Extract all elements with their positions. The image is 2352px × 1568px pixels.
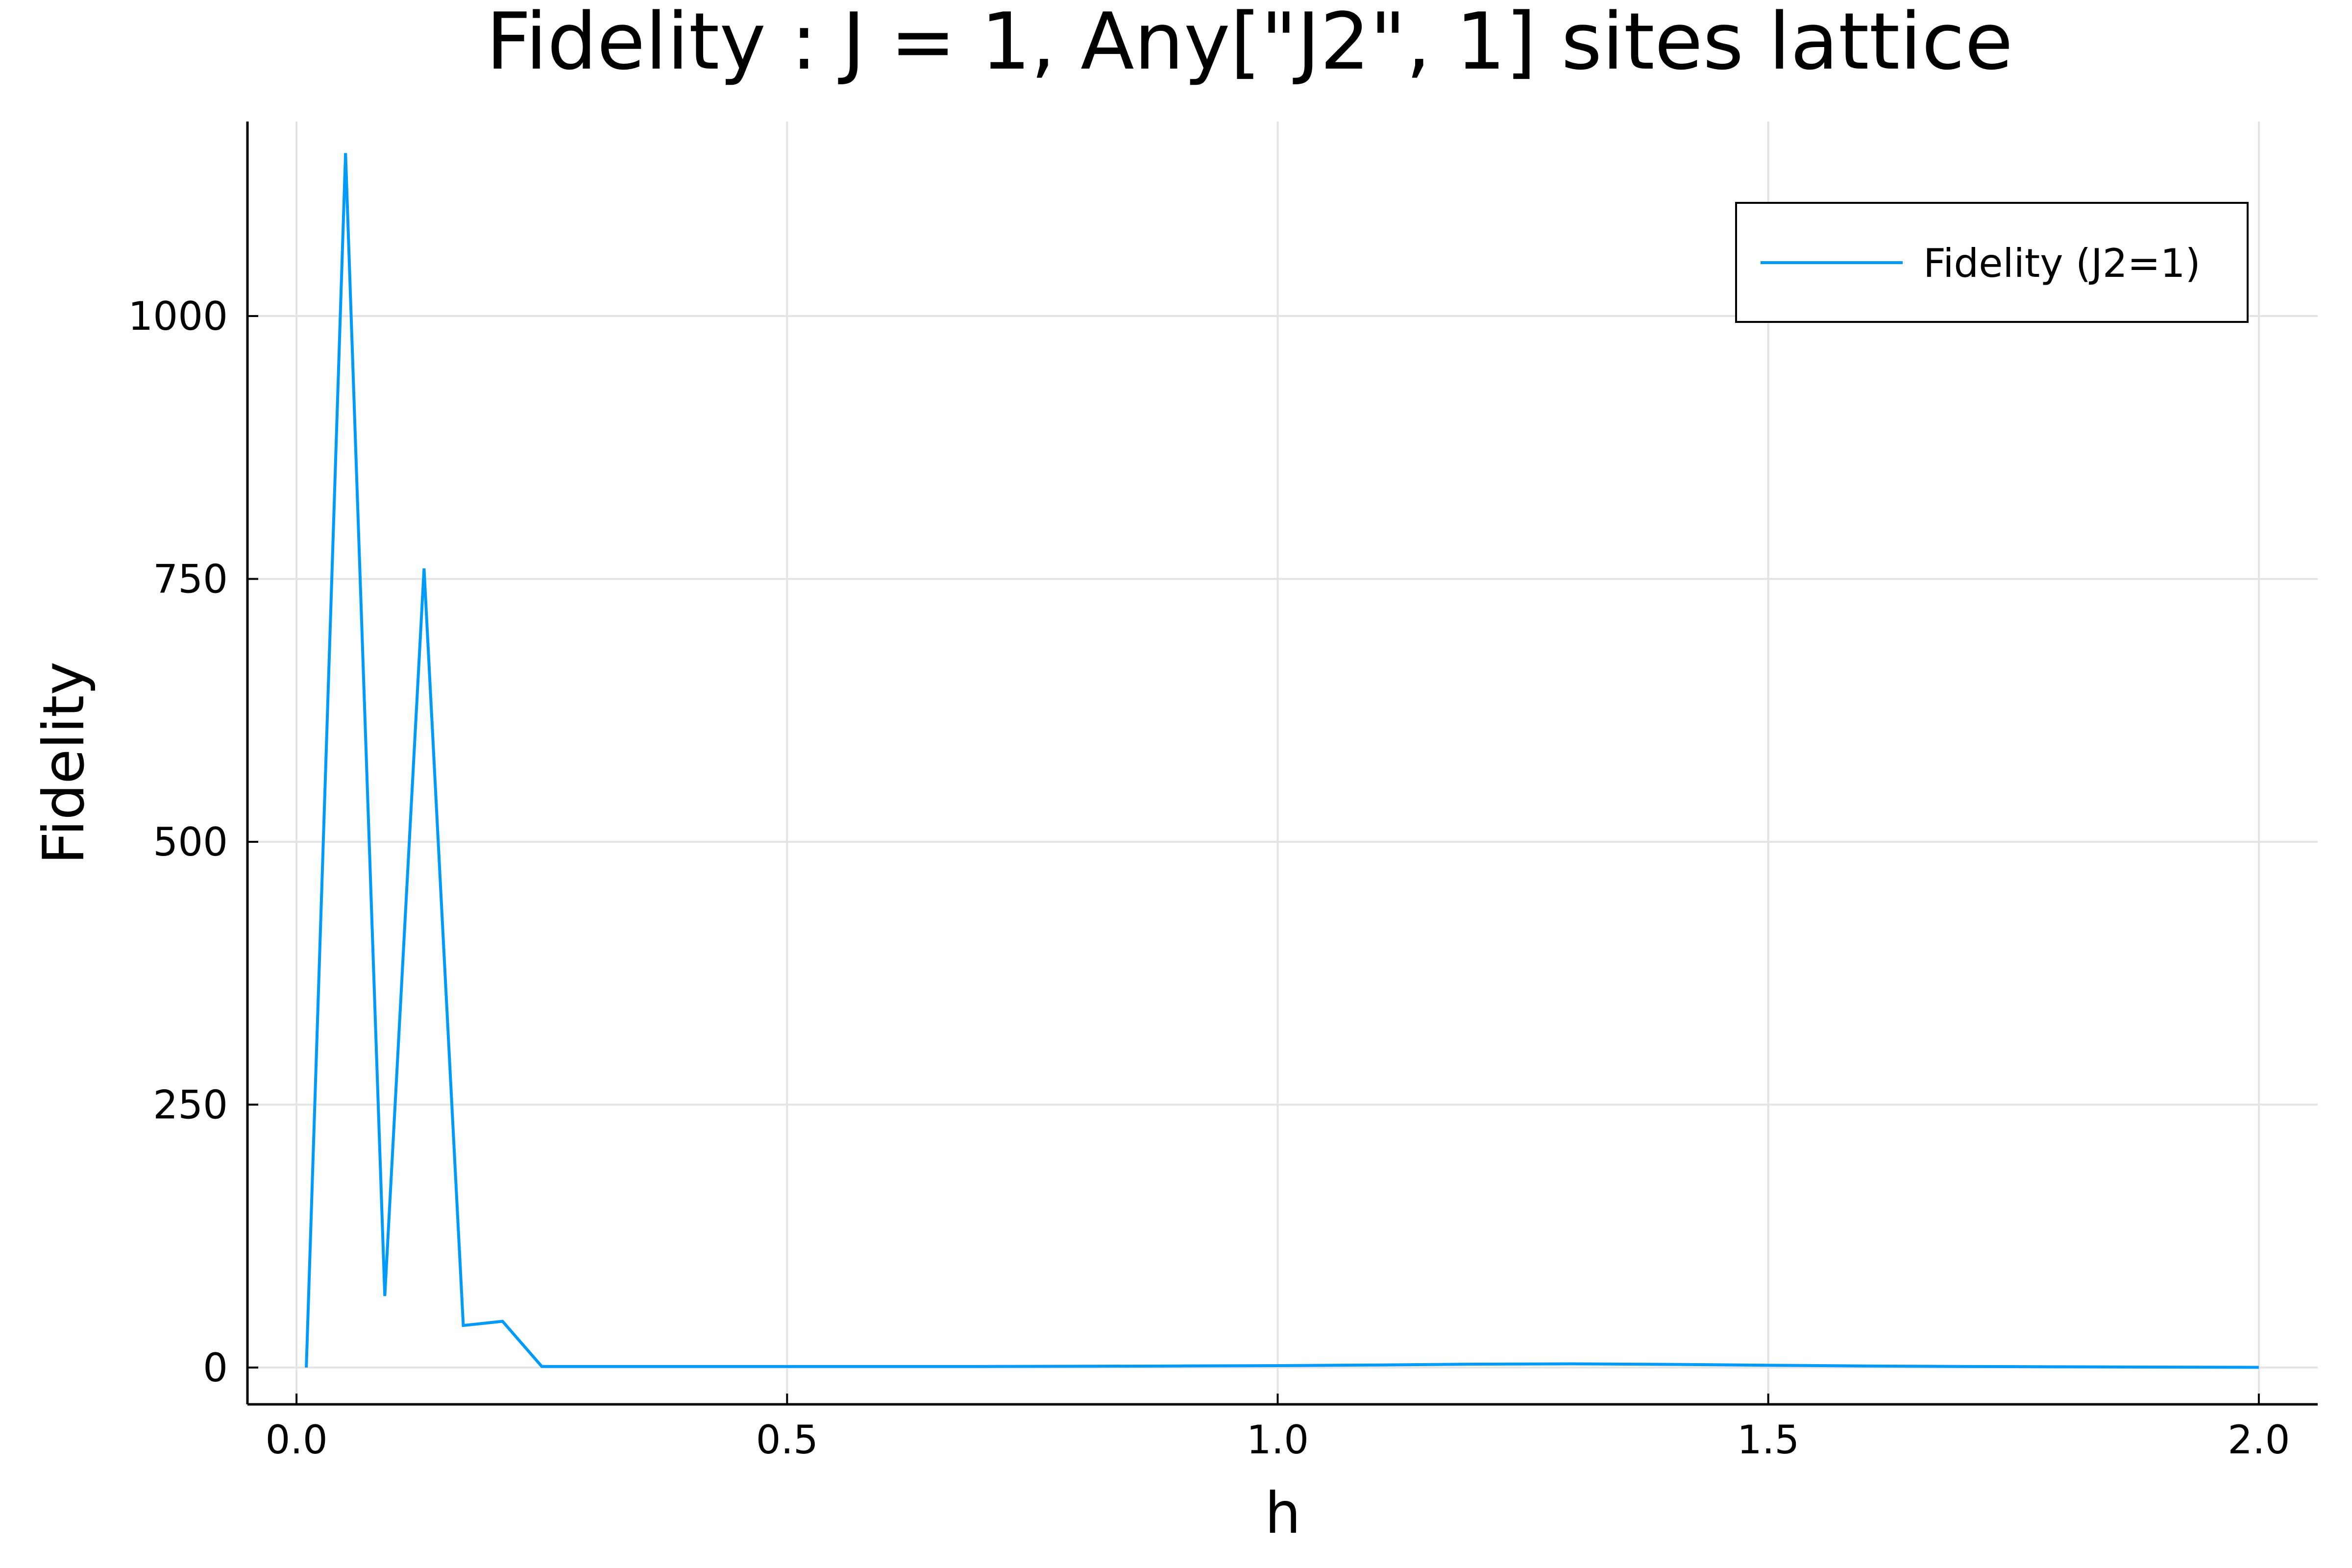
- axes: [246, 122, 2318, 1406]
- y-axis-label: Fidelity: [31, 662, 97, 864]
- y-ticks: 0 250 500 750 1000: [128, 294, 258, 1391]
- y-tick-label: 250: [153, 1082, 228, 1127]
- x-ticks: 0.0 0.5 1.0 1.5 2.0: [266, 1394, 2290, 1463]
- x-tick-label: 0.5: [756, 1417, 818, 1463]
- x-axis-label: h: [1265, 1480, 1301, 1546]
- y-tick-label: 500: [153, 819, 228, 865]
- x-tick-label: 1.0: [1247, 1417, 1309, 1463]
- y-tick-label: 1000: [128, 294, 228, 339]
- series-line-fidelity: [305, 153, 2259, 1369]
- x-tick-label: 1.5: [1737, 1417, 1799, 1463]
- x-tick-label: 0.0: [266, 1417, 328, 1463]
- chart-title: Fidelity : J = 1, Any["J2", 1] sites lat…: [486, 0, 2013, 87]
- series-layer: [305, 153, 2259, 1369]
- legend-label-fidelity: Fidelity (J2=1): [1923, 241, 2201, 286]
- x-tick-label: 2.0: [2228, 1417, 2290, 1463]
- y-tick-label: 0: [203, 1345, 228, 1391]
- y-tick-label: 750: [153, 556, 228, 602]
- legend: Fidelity (J2=1): [1735, 202, 2249, 323]
